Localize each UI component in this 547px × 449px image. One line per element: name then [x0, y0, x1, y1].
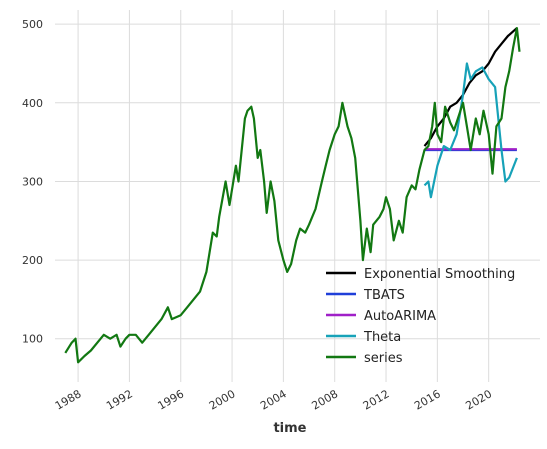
x-tick-label: 2008 — [309, 387, 340, 412]
x-tick-label: 2020 — [463, 387, 494, 412]
legend-label: TBATS — [363, 288, 405, 303]
series-line — [423, 27, 518, 147]
series-line — [64, 27, 521, 364]
y-tick-label: 400 — [22, 97, 43, 110]
legend-label: series — [364, 351, 403, 366]
y-tick-label: 100 — [22, 333, 43, 346]
y-tick-label: 300 — [22, 175, 43, 188]
x-tick-label: 1992 — [104, 387, 135, 412]
legend-label: AutoARIMA — [364, 309, 436, 324]
x-tick-label: 2012 — [361, 387, 392, 412]
legend-label: Theta — [363, 330, 401, 345]
x-tick-label: 2016 — [412, 387, 443, 412]
y-tick-label: 500 — [22, 18, 43, 31]
x-tick-label: 2000 — [207, 387, 238, 412]
x-tick-label: 2004 — [258, 387, 289, 412]
x-tick-label: 1988 — [53, 387, 84, 412]
legend-label: Exponential Smoothing — [364, 267, 515, 282]
y-tick-label: 200 — [22, 254, 43, 267]
x-axis-label: time — [273, 421, 306, 436]
legend: Exponential Smoothing TBATS AutoARIMA Theta… — [326, 267, 515, 366]
x-tick-label: 1996 — [155, 387, 186, 412]
series-line — [423, 62, 518, 199]
